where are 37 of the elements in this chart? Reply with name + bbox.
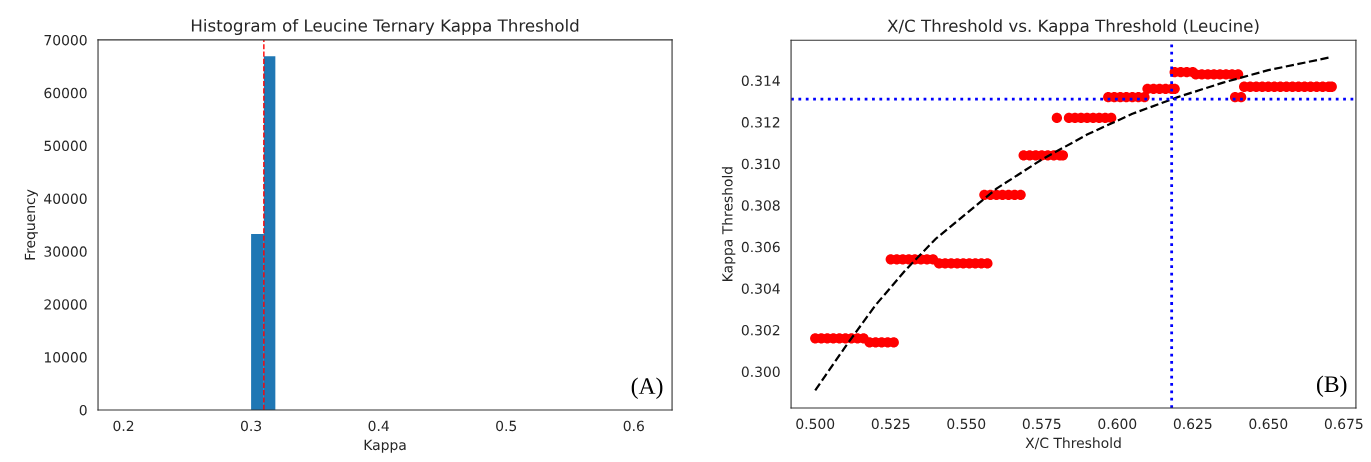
x-tick-label: 0.625	[1173, 418, 1212, 430]
y-tick-label: 0.306	[741, 241, 780, 253]
y-tick-label: 60000	[44, 87, 87, 99]
x-tick-label: 0.575	[1022, 418, 1061, 430]
x-axis-title: Kappa	[364, 439, 406, 453]
y-tick-label: 0.302	[741, 324, 780, 336]
x-tick-label: 0.650	[1249, 418, 1288, 430]
x-axis-title: X/C Threshold	[1025, 437, 1121, 450]
x-tick-label: 0.550	[947, 418, 986, 430]
annotation: (A)	[631, 377, 663, 399]
y-tick-label: 10000	[44, 352, 87, 363]
y-tick-label: 0.310	[741, 158, 780, 170]
y-tick-label: 0.312	[741, 117, 780, 128]
y-tick-label: 0.314	[741, 75, 780, 86]
x-tick-label: 0.2	[113, 420, 134, 432]
y-tick-label: 0.304	[741, 283, 780, 294]
x-tick-label: 0.5	[496, 420, 517, 432]
x-tick-label: 0.600	[1098, 418, 1137, 430]
x-tick-label: 0.3	[240, 420, 262, 432]
chart-title: X/C Threshold vs. Kappa Threshold (Leucine)	[887, 19, 1259, 36]
y-tick-label: 40000	[44, 193, 87, 204]
y-tick-label: 0.300	[741, 366, 780, 378]
y-axis-title: Frequency	[24, 189, 38, 260]
x-tick-label: 0.675	[1324, 418, 1363, 430]
x-tick-label: 0.500	[796, 418, 835, 430]
y-tick-label: 50000	[44, 140, 87, 152]
y-tick-label: 0	[79, 404, 87, 416]
y-tick-label: 0.308	[741, 200, 780, 211]
y-tick-label: 70000	[44, 34, 87, 46]
chart-title: Histogram of Leucine Ternary Kappa Threshold	[191, 18, 579, 36]
y-tick-label: 30000	[44, 246, 87, 257]
annotation: (B)	[1317, 375, 1347, 397]
y-axis-title: Kappa Threshold	[721, 167, 736, 281]
x-tick-label: 0.6	[623, 420, 644, 432]
x-tick-label: 0.4	[368, 420, 389, 432]
x-tick-label: 0.525	[871, 418, 910, 430]
y-tick-label: 20000	[44, 299, 87, 310]
